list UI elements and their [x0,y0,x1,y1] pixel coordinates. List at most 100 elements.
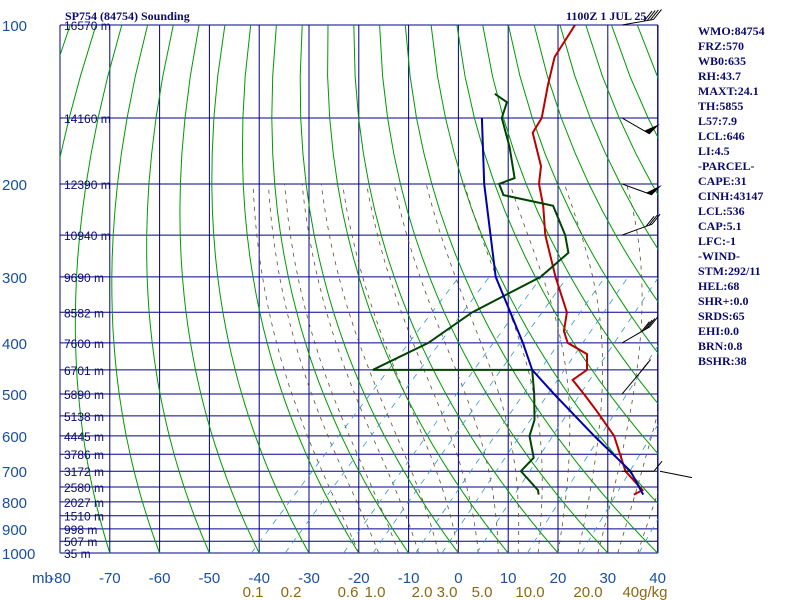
height-label: 3172 m [64,465,104,479]
parcel-trace [480,117,645,496]
pressure-tick-label: 900 [2,522,27,539]
height-label: 5890 m [64,388,104,402]
mixing-ratio-label: 20.0 [573,584,602,600]
index-line: BSHR:38 [698,354,747,368]
dry-adiabat [146,25,210,553]
index-line: BRN:0.8 [698,339,743,353]
moist-adiabat [284,183,399,553]
mixing-ratio-line [372,276,568,553]
index-line: RH:43.7 [698,69,741,83]
dry-adiabat [507,25,658,354]
height-label: 1510 m [64,510,104,524]
wind-barb [621,359,651,395]
dry-adiabat [379,25,609,553]
wind-barb [622,460,663,472]
barb-tick [646,10,656,21]
barb-tick [646,318,656,329]
barb-flag [644,123,660,134]
dry-adiabat [327,25,509,553]
index-line: -WIND- [698,249,740,263]
barb-staff [621,183,653,196]
moist-adiabat [268,183,380,553]
pressure-tick-label: 1000 [2,546,35,563]
stability-indices-panel: WMO:84754 FRZ:570 WB0:635 RH:43.7 MAXT:24.1 T… [698,24,798,369]
moist-adiabat [393,183,499,553]
sounding-time: 1100Z 1 JUL 25 [566,9,647,23]
barb-tick [651,213,661,225]
pressure-tick-label: 300 [2,270,27,287]
mixing-ratio-label: 0.2 [281,584,302,600]
height-label: 4445 m [64,430,104,444]
temperature-tick-label: -50 [199,570,221,587]
chart-title: SP754 (84754) Sounding [65,9,190,23]
index-line: LCL:536 [698,204,745,218]
barb-tick [653,9,662,20]
temperature-tick-label: -70 [99,570,121,587]
index-line: -PARCEL- [698,159,755,173]
mixing-ratio-line [251,276,460,553]
barb-flag [646,184,663,195]
barb-tick [641,321,650,333]
moist-adiabat [301,183,419,553]
index-line: FRZ:570 [698,39,744,53]
index-line: STM:292/11 [698,264,761,278]
mixing-ratio-line [343,276,542,553]
height-label: 2580 m [64,481,104,495]
mixing-ratio-line [284,276,490,553]
index-line: CINH:43147 [698,189,764,203]
pressure-tick-label: 200 [2,177,27,194]
dry-adiabat [482,25,658,405]
mixing-ratio-label: 3.0 [437,584,458,600]
height-label: 7600 m [64,337,104,351]
index-line: LCL:646 [698,129,745,143]
pressure-tick-label: 400 [2,336,27,353]
temperature-tick-label: -80 [49,570,71,587]
moist-adiabat [564,183,603,553]
mixing-ratio-label: 40g/kg [622,584,667,600]
temperature-tick-label: -40 [248,570,270,587]
dry-adiabat [456,25,658,455]
height-label: 12390 m [64,178,111,192]
moist-adiabat [252,183,360,553]
index-line: MAXT:24.1 [698,84,759,98]
index-line: LI:4.5 [698,144,730,158]
dry-adiabat [353,25,559,553]
dewpoint-trace [372,92,570,495]
moist-adiabat [509,183,571,553]
wind-barb [621,183,663,196]
dry-adiabat [211,25,310,553]
dry-adiabat [404,25,658,553]
temperature-tick-label: -60 [149,570,171,587]
barb-staff [621,369,643,395]
index-line: HEL:68 [698,279,740,293]
height-label: 10940 m [64,229,111,243]
index-line: EHI:0.0 [698,324,740,338]
height-label: 2027 m [64,496,104,510]
dry-adiabat [241,25,360,553]
height-label: 35 m [64,547,91,561]
index-line: TH:5855 [698,99,744,113]
index-line: L57:7.9 [698,114,737,128]
mixing-ratio-label: 10.0 [515,584,544,600]
barb-tick [648,214,658,226]
height-label: 998 m [64,523,97,537]
index-line: WB0:635 [698,54,746,68]
index-line: CAP:5.1 [698,219,742,233]
barb-line [659,470,693,479]
temperature-tick-label: 40 [649,570,666,587]
mixing-ratio-label: 0.1 [243,584,264,600]
barb-staff [621,223,653,236]
index-line: LFC:-1 [698,234,736,248]
mixing-ratio-line [441,276,629,553]
height-label: 8582 m [64,306,104,320]
dry-adiabat [299,25,459,553]
index-line: CAPE:31 [698,174,747,188]
temperature-tick-label: 20 [550,570,567,587]
temperature-tick-label: -20 [348,570,370,587]
barb-tick [649,9,659,21]
moist-adiabat [366,183,479,553]
pressure-tick-label: 600 [2,429,27,446]
index-line: WMO:84754 [698,24,765,38]
mixing-ratio-label: 5.0 [472,584,493,600]
